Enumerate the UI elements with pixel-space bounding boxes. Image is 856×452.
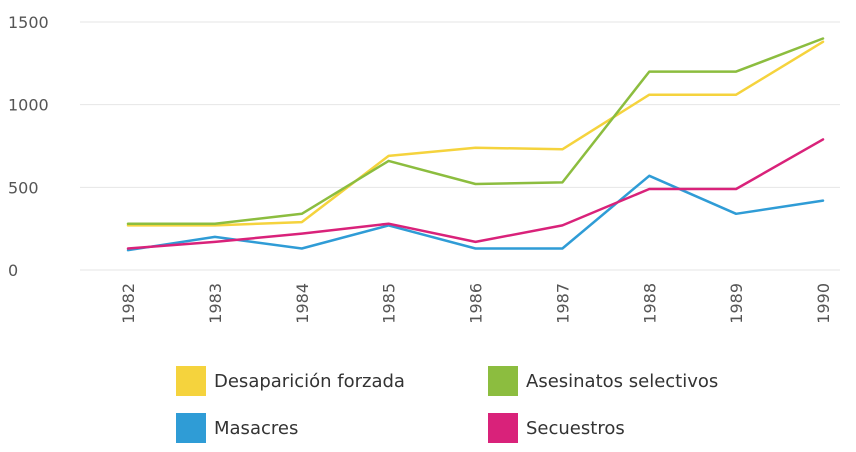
series-line-4 (126, 138, 825, 250)
x-tick-label: 1982 (119, 283, 138, 324)
series-line-3 (126, 174, 825, 252)
y-tick-label: 1000 (8, 96, 49, 115)
y-tick-label: 1500 (8, 13, 49, 32)
y-tick-label: 0 (8, 261, 18, 280)
x-tick-label: 1990 (814, 283, 833, 324)
series-line-1 (126, 40, 825, 227)
legend-label: Masacres (214, 418, 298, 439)
x-tick-label: 1986 (467, 283, 486, 324)
x-tick-label: 1985 (380, 283, 399, 324)
legend-label: Desaparición forzada (214, 371, 405, 392)
grid-lines (80, 21, 840, 271)
legend-swatch (488, 366, 518, 396)
x-tick-label: 1984 (293, 283, 312, 324)
legend-label: Asesinatos selectivos (526, 371, 718, 392)
legend-swatch (176, 413, 206, 443)
x-axis: 1982 1983 1984 1985 1986 1987 1988 1989 1990 (119, 283, 833, 324)
legend-swatch (488, 413, 518, 443)
series-line-2 (126, 37, 825, 225)
x-tick-label: 1989 (727, 283, 746, 324)
legend: Desaparición forzada Asesinatos selectivo… (176, 366, 718, 443)
y-axis: 0 500 1000 1500 (8, 13, 49, 280)
x-tick-label: 1987 (553, 283, 572, 324)
x-tick-label: 1988 (640, 283, 659, 324)
legend-swatch (176, 366, 206, 396)
legend-label: Secuestros (526, 418, 625, 439)
y-tick-label: 500 (8, 178, 39, 197)
series-lines (126, 37, 825, 252)
x-tick-label: 1983 (206, 283, 225, 324)
